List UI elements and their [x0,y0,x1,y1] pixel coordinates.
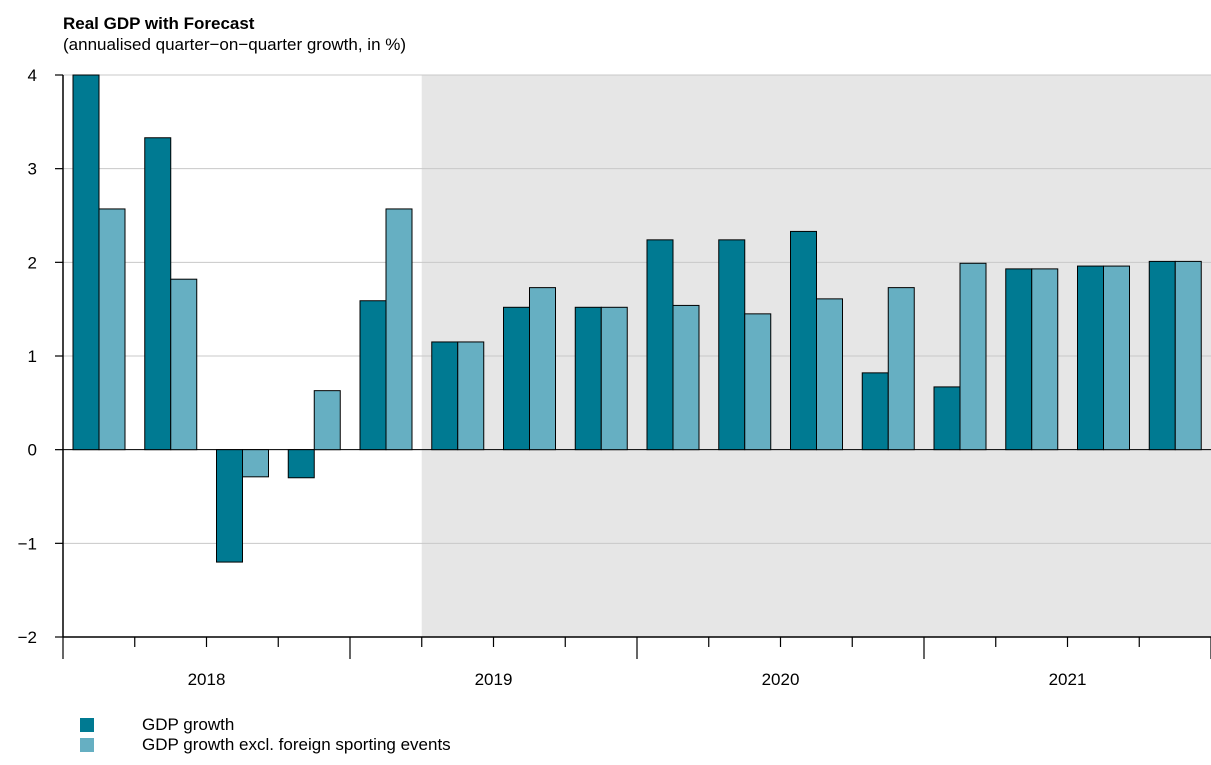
legend-swatch-gdp-growth-excl [80,738,94,752]
bar-gdp-growth-excl [1031,268,1059,451]
bar-gdp-growth-excl [1174,260,1202,451]
bar-gdp-growth [574,306,602,451]
y-tick-label: 2 [28,253,37,272]
bar-gdp-growth [790,230,817,451]
y-tick-label: 3 [28,160,37,179]
bar-gdp-growth-excl [98,208,126,451]
chart-legend: GDP growth GDP growth excl. foreign spor… [80,715,451,755]
chart-subtitle: (annualised quarter−on−quarter growth, i… [63,35,407,54]
legend-label-gdp-growth-excl: GDP growth excl. foreign sporting events [142,735,451,754]
bar-gdp-growth-excl [457,341,485,451]
bar-gdp-growth-excl [959,262,987,451]
bar-gdp-growth [359,300,387,451]
bar-gdp-growth-excl [170,278,198,451]
bar-gdp-growth-excl [744,313,772,451]
bar-gdp-growth [1148,260,1176,451]
bar-gdp-growth-excl [242,449,269,478]
bar-gdp-growth [646,239,674,451]
legend-item-gdp-growth: GDP growth [80,715,451,735]
bar-gdp-growth-excl [313,390,341,451]
bar-gdp-growth-excl [1103,265,1130,451]
chart-plot: −2 −1 0 1 2 3 4 2018 2019 2020 2021 [18,66,1211,689]
bar-gdp-growth-excl [887,287,915,451]
bar-gdp-growth [144,137,172,451]
bar-gdp-growth [503,306,530,451]
legend-item-gdp-growth-excl: GDP growth excl. foreign sporting events [80,735,451,755]
bar-gdp-growth [216,449,243,563]
chart-title: Real GDP with Forecast [63,14,255,33]
x-year-label: 2019 [475,670,513,689]
x-year-label: 2018 [188,670,226,689]
bar-gdp-growth [431,341,459,451]
y-tick-label: 0 [28,441,37,460]
bar-gdp-growth-excl [600,306,628,451]
bar-gdp-growth [718,239,746,451]
bar-gdp-growth [861,372,889,451]
legend-swatch-gdp-growth [80,718,94,732]
y-tick-label: 4 [28,66,37,85]
bar-gdp-growth-excl [672,304,700,451]
y-tick-label: −2 [18,628,37,647]
y-tick-label: −1 [18,534,37,553]
bar-gdp-growth-excl [816,298,843,451]
x-year-label: 2021 [1049,670,1087,689]
x-year-label: 2020 [762,670,800,689]
bar-gdp-growth [72,74,100,451]
legend-label-gdp-growth: GDP growth [142,715,235,734]
bar-gdp-growth [287,449,315,479]
bar-gdp-growth [1077,265,1104,451]
bar-gdp-growth [1005,268,1033,451]
bar-gdp-growth-excl [529,287,556,451]
y-tick-label: 1 [28,347,37,366]
bar-gdp-growth [933,386,961,451]
bar-gdp-growth-excl [385,208,413,451]
